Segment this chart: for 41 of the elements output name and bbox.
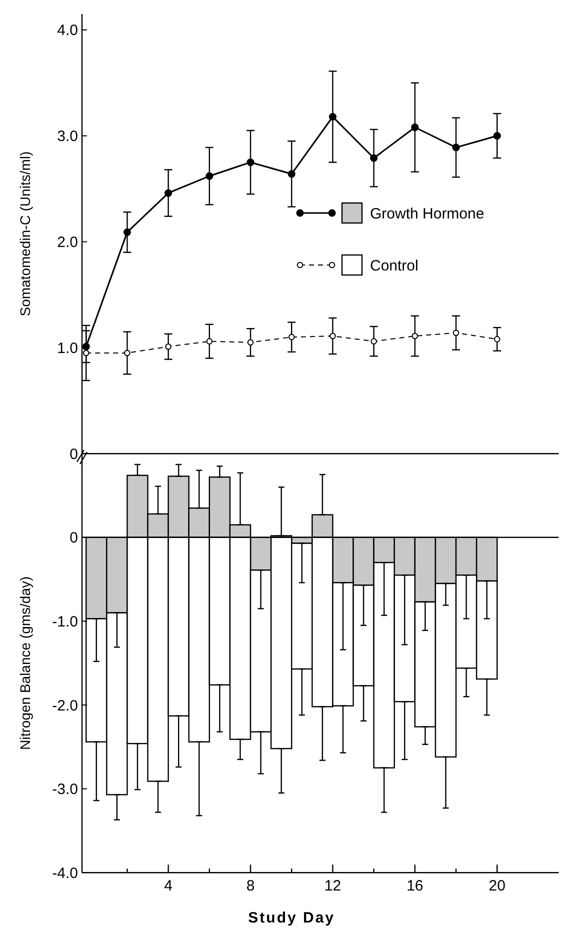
x-tick-label: 20 [488, 878, 506, 895]
x-tick-label: 12 [324, 878, 342, 895]
point [247, 339, 254, 346]
point [452, 330, 460, 336]
y-tick-label: -3.0 [52, 781, 78, 798]
point [370, 338, 377, 344]
point [288, 170, 296, 178]
point [452, 144, 460, 152]
point [412, 332, 418, 340]
point [288, 334, 295, 340]
point [330, 332, 336, 340]
point [165, 343, 172, 350]
legend-label: Control [370, 257, 418, 274]
x-tick-label: 8 [246, 878, 255, 895]
point [246, 158, 254, 166]
x-tick-label: 16 [406, 878, 424, 895]
y-axis-title: Somatomedin-C (Units/ml) [17, 151, 33, 316]
point [494, 336, 500, 342]
point [82, 350, 90, 356]
point [206, 338, 213, 344]
x-axis-title: Study Day [248, 910, 336, 927]
x-tick-label: 4 [164, 878, 172, 895]
y-tick-label: 1.0 [57, 340, 78, 357]
y-tick-label: 4.0 [57, 22, 78, 40]
point [493, 132, 501, 140]
point [124, 350, 130, 356]
y-tick-label: 2.0 [57, 234, 78, 251]
y-tick-label: 0 [70, 530, 78, 547]
legend-label: Growth Hormone [370, 205, 484, 222]
y-tick-label: -4.0 [52, 864, 78, 882]
point [206, 172, 214, 180]
y-tick-label: -1.0 [52, 613, 78, 630]
point [370, 154, 378, 162]
y-tick-label: 0 [70, 446, 78, 463]
point [123, 228, 131, 236]
y-tick-label: -2.0 [52, 697, 78, 714]
y-axis-title: Nitrogen Balance (gms/day) [17, 576, 33, 750]
point [411, 124, 419, 132]
y-tick-label: 3.0 [57, 128, 78, 146]
point [328, 112, 336, 121]
point [164, 189, 172, 197]
